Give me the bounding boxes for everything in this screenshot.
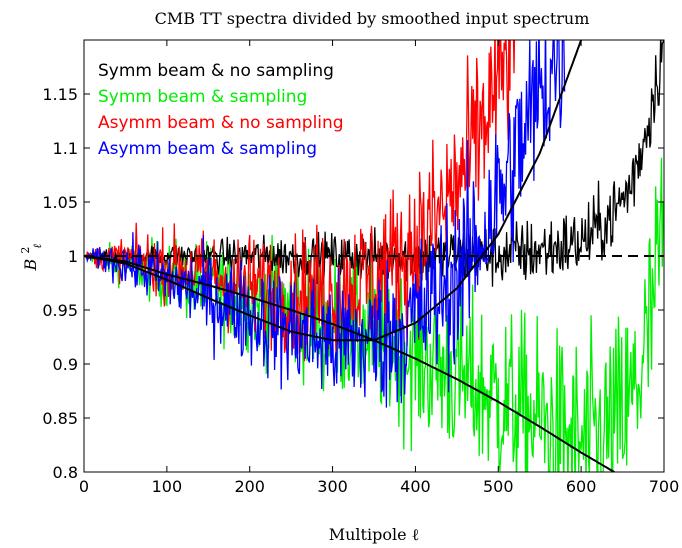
model-curve-5: [84, 40, 583, 342]
legend-entry: Symm beam & no sampling: [98, 61, 334, 81]
y-tick-label: 0.9: [53, 355, 78, 374]
x-axis-label: Multipole ℓ: [329, 525, 420, 544]
y-tick-label: 0.8: [53, 463, 78, 482]
model-curve-4: [84, 255, 615, 472]
plot-area: 0 100 200 300 400 500 600 700 0.8 0.85 0.9 0.95 1 1.…: [42, 39, 679, 496]
y-axis-label-sup: 2: [19, 247, 32, 254]
y-axis-label-sub: ℓ: [31, 244, 44, 249]
x-tick-label: 500: [483, 477, 514, 496]
x-tick-label: 0: [79, 477, 89, 496]
legend-entry: Asymm beam & no sampling: [98, 113, 344, 133]
svg-text:B 2 ℓ: B 2 ℓ: [14, 242, 44, 272]
x-tick-label: 100: [152, 477, 183, 496]
y-tick-label: 1: [68, 247, 78, 266]
chart-title: CMB TT spectra divided by smoothed input…: [155, 9, 590, 28]
y-tick-label: 1.15: [42, 85, 78, 104]
y-axis-label: B 2 ℓ: [14, 242, 44, 272]
y-tick-label: 1.1: [53, 139, 78, 158]
series-layer: [84, 40, 664, 472]
y-axis-label-main: B: [21, 258, 40, 271]
legend-entry: Asymm beam & sampling: [98, 139, 317, 159]
x-tick-label: 700: [649, 477, 680, 496]
y-tick-label: 0.95: [42, 301, 78, 320]
x-tick-label: 300: [317, 477, 348, 496]
x-ticks: 0 100 200 300 400 500 600 700: [79, 40, 679, 496]
legend: Symm beam & no sampling Symm beam & sampl…: [98, 61, 344, 159]
x-tick-label: 400: [400, 477, 431, 496]
y-tick-label: 0.85: [42, 409, 78, 428]
x-tick-label: 600: [566, 477, 597, 496]
x-tick-label: 200: [234, 477, 265, 496]
series-line-0: [85, 40, 664, 287]
y-tick-label: 1.05: [42, 193, 78, 212]
y-ticks: 0.8 0.85 0.9 0.95 1 1.05 1.1 1.15: [42, 85, 664, 482]
legend-entry: Symm beam & sampling: [98, 87, 307, 107]
